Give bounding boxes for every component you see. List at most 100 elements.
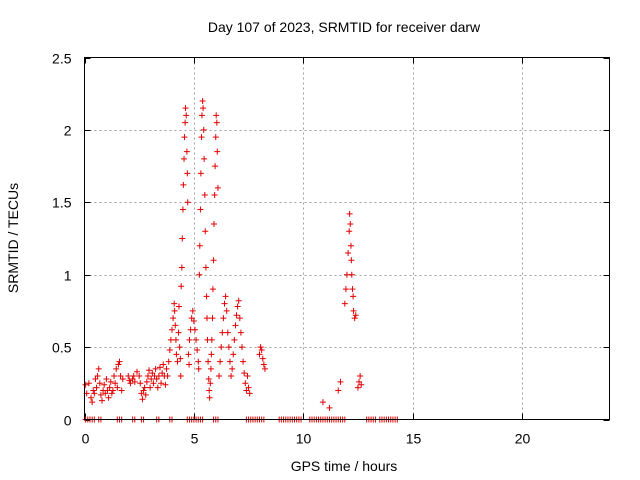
data-point [237,329,244,336]
data-point [222,293,229,300]
data-point [131,378,138,385]
data-point [358,381,365,388]
data-point [197,206,204,213]
y-tick-label: 1.5 [52,195,72,211]
data-point [203,293,210,300]
data-point [172,336,179,343]
data-point [191,326,198,333]
data-point [181,155,188,162]
data-point [182,119,189,126]
data-point [201,192,208,199]
data-point [257,344,264,351]
data-point [91,390,98,397]
data-point [207,380,214,387]
data-point [211,192,218,199]
data-point [214,184,221,191]
data-point [152,365,159,372]
data-point [162,381,169,388]
data-point [209,286,216,293]
data-point [230,351,237,358]
data-point [118,387,125,394]
data-point [259,355,266,362]
data-point [140,387,147,394]
data-point [82,381,89,388]
data-point [335,387,342,394]
data-point [195,365,202,372]
data-point [160,361,167,368]
data-point [212,163,219,170]
data-point [185,351,192,358]
data-point [183,112,190,119]
data-point [113,365,120,372]
data-point [154,384,161,391]
data-point [350,293,357,300]
data-point [186,361,193,368]
data-point [155,373,162,380]
data-point [342,286,349,293]
tick-labels: 0 5 10 15 20 0 0.5 1 1.5 2 2.5 [52,51,530,447]
data-point [202,228,209,235]
data-point [345,249,352,256]
y-tick-label: 2.5 [52,51,72,67]
data-point [105,394,112,401]
data-point [156,364,163,371]
data-point [206,394,213,401]
data-point [347,221,354,228]
data-point [214,148,221,155]
data-point [127,380,134,387]
data-point [217,358,224,365]
data-point [178,264,185,271]
data-point [109,387,116,394]
x-tick-label: 5 [191,431,199,447]
data-point [239,344,245,351]
data-point [164,373,171,380]
data-point [228,373,235,380]
data-point [146,367,153,374]
data-point [229,365,236,372]
data-point [351,315,358,322]
data-point [94,373,101,380]
data-point [141,384,148,391]
data-point [260,361,267,368]
data-point [173,351,180,358]
y-tick-label: 2 [64,123,72,139]
data-point [348,271,355,278]
x-axis-label: GPS time / hours [291,458,398,474]
x-tick-label: 10 [296,431,312,447]
chart-title: Day 107 of 2023, SRMTID for receiver dar… [208,19,481,35]
data-point [177,355,184,362]
data-point [179,235,186,242]
grid-lines [84,57,610,420]
data-point [90,387,97,394]
data-point [195,358,202,365]
data-point [337,378,344,385]
data-point [205,375,212,382]
data-point [197,170,204,177]
data-point [210,257,217,264]
data-point [209,315,216,322]
data-point [89,399,96,406]
data-point [235,297,242,304]
data-point [208,336,215,343]
data-point [170,315,177,322]
data-point [326,404,333,411]
data-point [221,300,228,307]
data-point [208,351,215,358]
data-point [171,307,178,314]
data-point [246,390,253,397]
data-point [201,155,208,162]
data-point [193,336,200,343]
y-tick-label: 0.5 [52,340,72,356]
data-point [354,384,361,391]
data-point [224,329,231,336]
data-point [137,380,144,387]
data-point [97,391,104,398]
data-point [106,384,113,391]
data-point [158,380,165,387]
data-point [130,373,137,380]
data-point [256,351,263,358]
data-point [99,397,105,404]
data-point [236,315,243,322]
data-points [82,97,401,423]
data-point [85,380,92,387]
